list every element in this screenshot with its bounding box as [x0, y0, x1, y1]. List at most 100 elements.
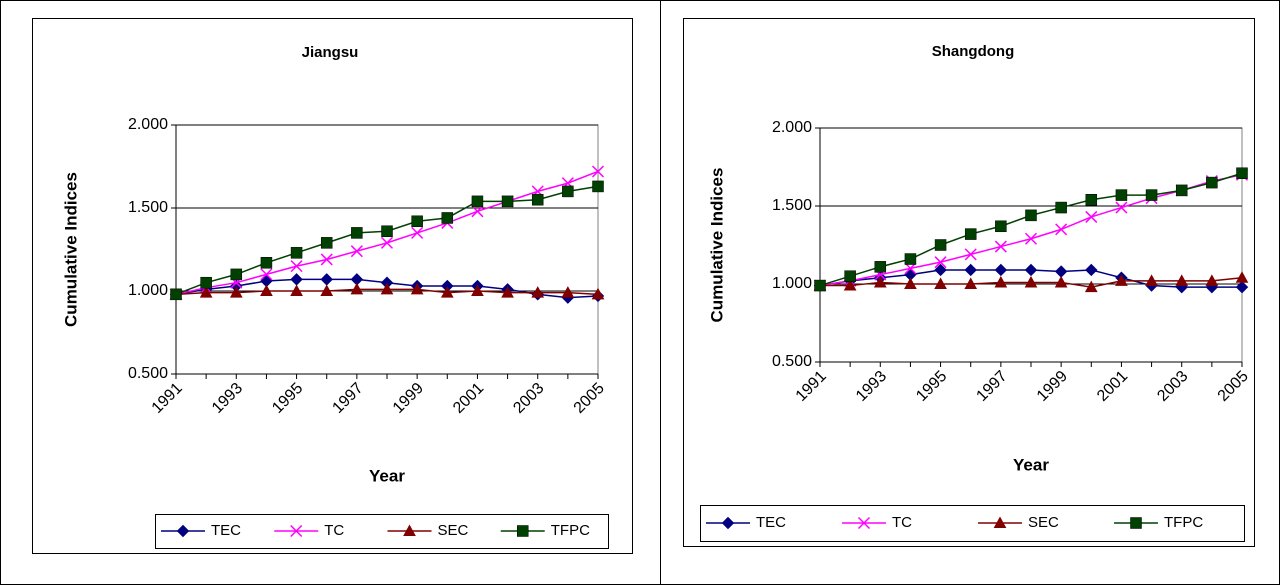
marker [1175, 274, 1189, 286]
marker [350, 282, 364, 295]
legend-label: SEC [1028, 514, 1059, 531]
marker [1024, 232, 1038, 245]
marker [843, 279, 857, 291]
marker [591, 287, 605, 300]
marker [934, 256, 947, 269]
y-tick-label: 2.000 [772, 119, 812, 136]
marker [410, 282, 424, 295]
legend-marker [993, 516, 1007, 528]
legend-marker [721, 516, 735, 530]
marker [351, 227, 363, 239]
marker [501, 286, 514, 298]
x-tick-label: 2003 [510, 380, 547, 417]
marker [562, 185, 574, 198]
marker [1024, 275, 1038, 288]
marker [591, 165, 605, 178]
x-tick-label: 1993 [209, 380, 246, 417]
x-tick-label: 2005 [1215, 368, 1252, 405]
y-tick-label: 1.000 [772, 275, 812, 292]
marker [170, 288, 182, 301]
marker [964, 263, 977, 277]
marker [1115, 274, 1128, 286]
marker [1236, 167, 1248, 179]
marker [814, 279, 826, 292]
marker [531, 193, 544, 206]
x-tick-label: 1999 [1034, 368, 1071, 405]
marker [320, 237, 333, 249]
marker [1055, 201, 1067, 214]
marker [904, 253, 917, 265]
marker [1054, 275, 1068, 288]
marker [995, 220, 1007, 233]
marker [290, 247, 303, 259]
legend-label: TC [892, 514, 912, 531]
marker [531, 286, 545, 298]
marker [199, 286, 213, 298]
marker [1084, 280, 1098, 293]
marker [1115, 189, 1128, 201]
marker [471, 284, 484, 296]
marker [440, 286, 454, 298]
x-tick-label: 2001 [450, 380, 487, 417]
marker [1145, 189, 1158, 201]
x-tick-label: 1999 [390, 380, 427, 417]
legend-marker [857, 516, 871, 530]
x-tick-label: 2001 [1094, 368, 1131, 405]
x-tick-label: 1995 [269, 380, 306, 417]
y-tick-label: 1.000 [128, 282, 168, 299]
marker [380, 282, 394, 295]
x-tick-label: 1991 [149, 380, 186, 417]
marker [320, 284, 334, 296]
legend-marker [176, 524, 190, 538]
marker [934, 277, 947, 289]
marker [1085, 194, 1098, 206]
marker [994, 263, 1008, 277]
legend-marker [517, 525, 529, 537]
marker [471, 195, 484, 208]
marker [592, 180, 604, 193]
marker [350, 245, 363, 258]
legend-marker [1130, 517, 1142, 529]
plot-area [819, 127, 1243, 363]
marker [1205, 274, 1219, 286]
marker [1085, 210, 1098, 223]
legend-label: TFPC [551, 522, 590, 539]
x-tick-label: 1997 [329, 380, 366, 417]
marker [1206, 176, 1218, 189]
x-tick-label: 1995 [913, 368, 950, 405]
y-axis-title: Cumulative Indices [707, 168, 726, 323]
marker [994, 240, 1007, 253]
y-tick-label: 1.500 [128, 199, 168, 216]
plot-area [175, 124, 599, 375]
marker [380, 236, 394, 249]
marker [471, 205, 484, 218]
marker [1055, 223, 1068, 236]
x-tick-label: 1997 [973, 368, 1010, 405]
x-tick-label: 2005 [571, 380, 608, 417]
marker [561, 286, 575, 298]
legend-marker [403, 524, 416, 536]
y-axis-title: Cumulative Indices [61, 172, 80, 327]
marker [290, 260, 303, 273]
marker [934, 263, 947, 277]
chart-frame [32, 18, 633, 554]
marker [964, 248, 977, 261]
chart-frame [683, 18, 1255, 547]
marker [904, 277, 917, 289]
marker [381, 225, 393, 237]
marker [1235, 271, 1249, 283]
marker [964, 228, 977, 240]
marker [230, 268, 243, 281]
marker [441, 212, 454, 224]
x-tick-label: 1993 [853, 368, 890, 405]
marker [1115, 201, 1128, 214]
marker [934, 239, 947, 251]
chart-title: Shangdong [932, 43, 1015, 60]
x-tick-label: 1991 [793, 368, 830, 405]
marker [290, 284, 303, 296]
marker [873, 275, 887, 288]
marker [411, 226, 424, 239]
marker [1145, 274, 1158, 286]
